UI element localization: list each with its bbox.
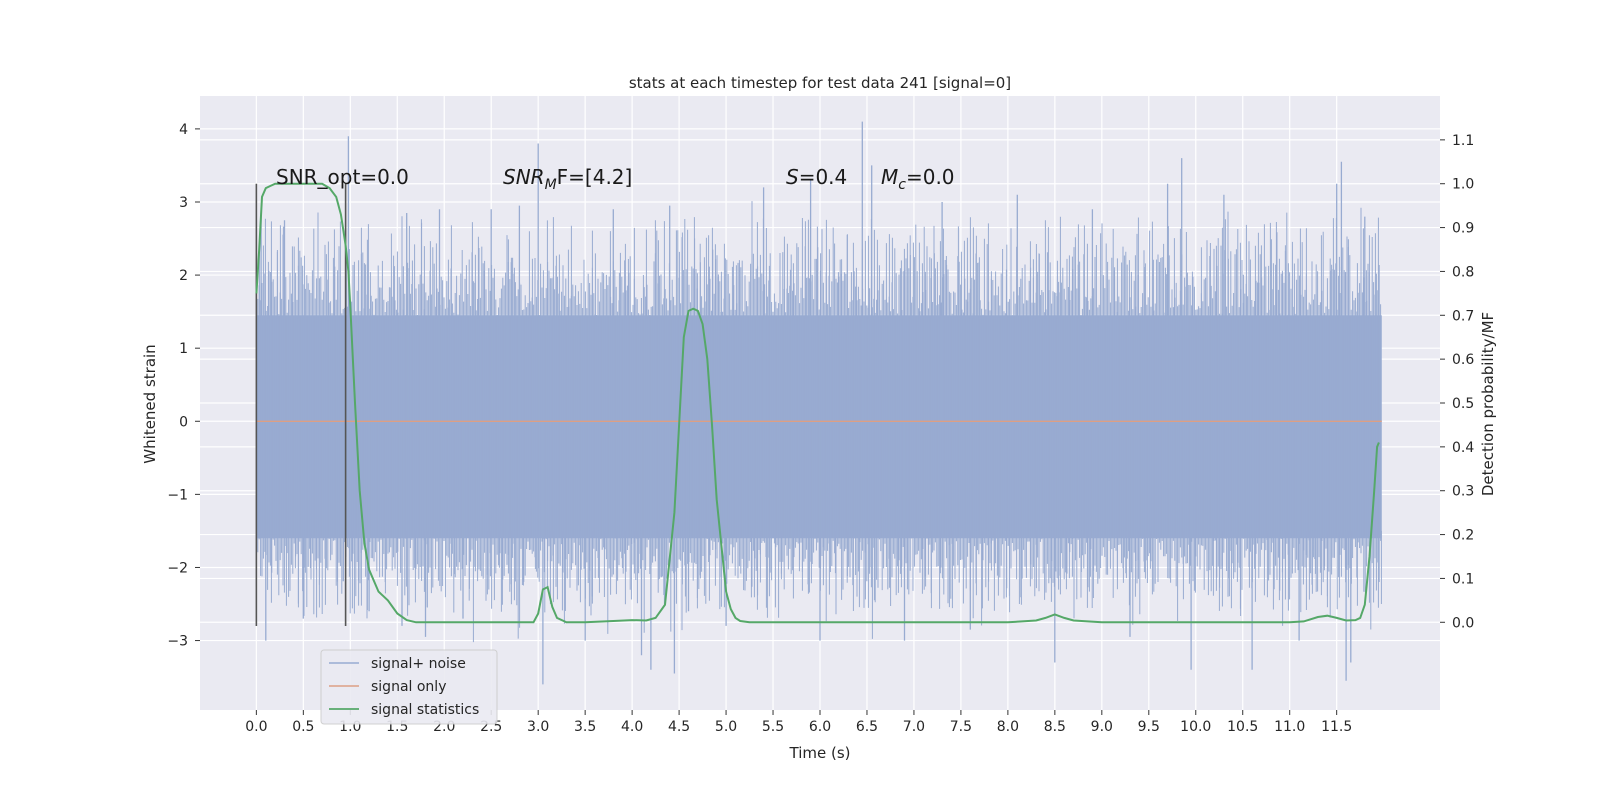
x-tick-label: 9.0 — [1091, 719, 1113, 735]
x-tick-label: 8.5 — [1044, 719, 1066, 735]
y-left-tick-label: 4 — [179, 122, 188, 138]
annotation-snr-opt: SNR_opt=0.0 — [276, 165, 409, 189]
x-tick-label: 5.5 — [762, 719, 784, 735]
x-tick-label: 4.0 — [621, 719, 643, 735]
x-tick-label: 7.5 — [950, 719, 972, 735]
x-tick-label: 6.5 — [856, 719, 878, 735]
snr-mf-value: F=[4.2] — [557, 165, 633, 189]
y-right-tick-label: 0.7 — [1452, 308, 1474, 324]
x-tick-label: 8.0 — [997, 719, 1019, 735]
legend-box — [320, 649, 498, 725]
x-tick-label: 3.0 — [527, 719, 549, 735]
y-left-tick-label: 0 — [179, 414, 188, 430]
x-tick-label: 10.5 — [1227, 719, 1258, 735]
legend-label-noise: signal+ noise — [371, 656, 466, 672]
statistics-line — [255, 182, 1380, 624]
x-tick-label: 0.5 — [292, 719, 314, 735]
y-left-tick-label: 1 — [179, 341, 188, 357]
y-axis-label-right: Detection probability/MF — [1479, 312, 1497, 496]
x-tick-label: 9.5 — [1138, 719, 1160, 735]
y-left-tick-label: −1 — [167, 487, 188, 503]
annotations: SNR_opt=0.0 SNRMF=[4.2] S=0.4 Mc=0.0 — [276, 165, 955, 193]
x-tick-label: 11.0 — [1274, 719, 1305, 735]
x-tick-label: 4.5 — [668, 719, 690, 735]
axis-ticks: 0.0 0.5 1.0 1.5 2.0 2.5 3.0 3.5 4.0 4.5 5.0 5.5 6.0 6… — [167, 122, 1474, 735]
mc-value: =0.0 — [906, 165, 955, 189]
snr-mf-symbol: SNR — [503, 165, 545, 189]
x-tick-label: 10.0 — [1180, 719, 1211, 735]
y-left-tick-label: −3 — [167, 634, 188, 650]
x-tick-label: 6.0 — [809, 719, 831, 735]
signal-statistics-series — [255, 182, 1380, 624]
y-right-tick-label: 0.0 — [1452, 615, 1474, 631]
chart-title: stats at each timestep for test data 241… — [629, 74, 1011, 92]
x-tick-label: 5.0 — [715, 719, 737, 735]
signal-noise-series — [255, 121, 1382, 685]
y-left-tick-label: 3 — [179, 195, 188, 211]
y-right-tick-label: 0.1 — [1452, 571, 1474, 587]
y-right-tick-label: 1.0 — [1452, 177, 1474, 193]
legend: signal+ noise signal only signal statist… — [320, 649, 498, 725]
y-axis-label-left: Whitened strain — [141, 344, 159, 463]
s-value: =0.4 — [799, 165, 848, 189]
legend-label-statistics: signal statistics — [371, 702, 479, 718]
snr-mf-subscript: M — [545, 177, 557, 193]
legend-label-signal-only: signal only — [371, 679, 446, 695]
y-right-tick-label: 0.5 — [1452, 396, 1474, 412]
y-right-tick-label: 0.4 — [1452, 440, 1474, 456]
y-right-tick-label: 1.1 — [1452, 133, 1474, 149]
annotation-s: S=0.4 — [786, 165, 847, 189]
x-axis-label: Time (s) — [789, 744, 851, 762]
y-right-tick-label: 0.9 — [1452, 221, 1474, 237]
y-right-tick-label: 0.2 — [1452, 528, 1474, 544]
mc-symbol: M — [881, 165, 898, 189]
y-left-tick-label: 2 — [179, 268, 188, 284]
y-left-tick-label: −2 — [167, 560, 188, 576]
x-tick-label: 0.0 — [245, 719, 267, 735]
y-right-tick-label: 0.3 — [1452, 484, 1474, 500]
x-tick-label: 3.5 — [574, 719, 596, 735]
mc-subscript: c — [898, 177, 906, 193]
s-symbol: S — [786, 165, 799, 189]
annotation-snr-mf: SNRMF=[4.2] — [503, 165, 632, 193]
vertical-markers — [255, 183, 347, 626]
y-right-tick-label: 0.8 — [1452, 264, 1474, 280]
x-tick-label: 7.0 — [903, 719, 925, 735]
y-right-tick-label: 0.6 — [1452, 352, 1474, 368]
x-tick-label: 11.5 — [1321, 719, 1352, 735]
annotation-mc: Mc=0.0 — [881, 165, 955, 193]
